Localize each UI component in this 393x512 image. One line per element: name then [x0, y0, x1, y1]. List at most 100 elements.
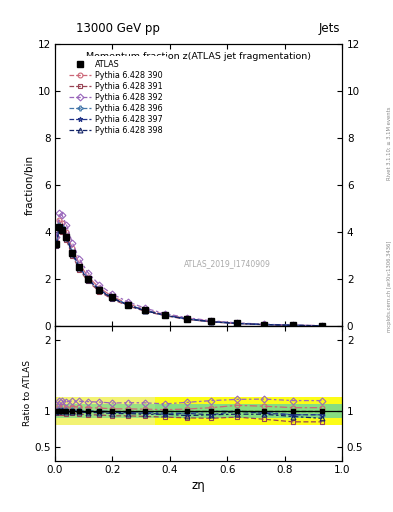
Pythia 6.428 397	[209, 318, 214, 325]
Pythia 6.428 397	[262, 322, 267, 328]
Pythia 6.428 392	[86, 270, 90, 276]
Pythia 6.428 396	[209, 318, 214, 325]
Pythia 6.428 390	[209, 318, 214, 324]
Pythia 6.428 391	[54, 243, 59, 249]
Pythia 6.428 391	[110, 296, 115, 303]
Pythia 6.428 398	[77, 265, 82, 271]
Pythia 6.428 391	[262, 322, 267, 328]
Pythia 6.428 391	[64, 237, 69, 243]
Pythia 6.428 390	[262, 322, 267, 328]
Pythia 6.428 397	[86, 276, 90, 283]
Line: Pythia 6.428 396: Pythia 6.428 396	[54, 223, 324, 328]
Pythia 6.428 396	[77, 264, 82, 270]
Pythia 6.428 397	[320, 323, 324, 329]
Pythia 6.428 390	[64, 229, 69, 235]
Line: Pythia 6.428 391: Pythia 6.428 391	[54, 227, 324, 328]
Pythia 6.428 398	[143, 308, 148, 314]
Pythia 6.428 391	[70, 252, 75, 259]
Pythia 6.428 390	[60, 220, 64, 226]
Pythia 6.428 390	[235, 320, 240, 326]
Text: 13000 GeV pp: 13000 GeV pp	[76, 22, 160, 34]
Pythia 6.428 392	[320, 323, 324, 329]
Pythia 6.428 391	[291, 323, 296, 329]
ATLAS	[70, 250, 75, 256]
ATLAS	[64, 233, 69, 240]
Pythia 6.428 396	[235, 321, 240, 327]
Pythia 6.428 392	[70, 240, 75, 246]
Pythia 6.428 397	[110, 295, 115, 301]
Legend: ATLAS, Pythia 6.428 390, Pythia 6.428 391, Pythia 6.428 392, Pythia 6.428 396, P: ATLAS, Pythia 6.428 390, Pythia 6.428 39…	[65, 56, 167, 139]
Pythia 6.428 396	[143, 307, 148, 313]
Pythia 6.428 398	[291, 322, 296, 328]
Line: ATLAS: ATLAS	[54, 224, 325, 329]
Pythia 6.428 397	[235, 321, 240, 327]
Pythia 6.428 396	[54, 241, 59, 247]
Pythia 6.428 392	[163, 311, 168, 317]
Pythia 6.428 392	[143, 305, 148, 311]
Pythia 6.428 396	[262, 322, 267, 328]
ATLAS	[235, 321, 240, 327]
Pythia 6.428 390	[54, 238, 59, 244]
Pythia 6.428 398	[163, 312, 168, 318]
Pythia 6.428 391	[57, 226, 62, 232]
Pythia 6.428 391	[320, 323, 324, 329]
Pythia 6.428 390	[126, 301, 130, 307]
Line: Pythia 6.428 398: Pythia 6.428 398	[54, 225, 324, 328]
Pythia 6.428 397	[57, 223, 62, 229]
Pythia 6.428 392	[57, 210, 62, 216]
Bar	[156, 397, 342, 425]
Pythia 6.428 398	[57, 224, 62, 230]
Pythia 6.428 396	[64, 232, 69, 239]
Pythia 6.428 392	[110, 291, 115, 297]
Pythia 6.428 390	[143, 307, 148, 313]
Pythia 6.428 391	[163, 313, 168, 319]
Line: Pythia 6.428 392: Pythia 6.428 392	[54, 211, 324, 328]
Pythia 6.428 398	[70, 250, 75, 257]
Pythia 6.428 397	[126, 302, 130, 308]
Text: Rivet 3.1.10; ≥ 3.1M events: Rivet 3.1.10; ≥ 3.1M events	[387, 106, 392, 180]
Pythia 6.428 390	[291, 322, 296, 328]
ATLAS	[54, 241, 59, 247]
Pythia 6.428 396	[60, 224, 64, 230]
Pythia 6.428 396	[70, 249, 75, 255]
Pythia 6.428 396	[185, 316, 189, 322]
Pythia 6.428 397	[291, 322, 296, 328]
Text: mcplots.cern.ch [arXiv:1306.3436]: mcplots.cern.ch [arXiv:1306.3436]	[387, 241, 392, 332]
ATLAS	[97, 287, 102, 293]
Pythia 6.428 396	[126, 302, 130, 308]
ATLAS	[126, 302, 130, 308]
Pythia 6.428 391	[126, 303, 130, 309]
Pythia 6.428 397	[77, 264, 82, 270]
Pythia 6.428 396	[291, 322, 296, 328]
Pythia 6.428 390	[320, 323, 324, 329]
Pythia 6.428 397	[64, 233, 69, 240]
Line: Pythia 6.428 390: Pythia 6.428 390	[54, 218, 324, 328]
Pythia 6.428 398	[320, 323, 324, 329]
ATLAS	[110, 294, 115, 301]
Pythia 6.428 397	[185, 316, 189, 322]
ATLAS	[262, 322, 267, 328]
Pythia 6.428 391	[60, 229, 64, 235]
Pythia 6.428 390	[77, 261, 82, 267]
Pythia 6.428 392	[185, 315, 189, 321]
Pythia 6.428 398	[110, 295, 115, 302]
Pythia 6.428 391	[86, 279, 90, 285]
Pythia 6.428 392	[97, 282, 102, 288]
Pythia 6.428 397	[70, 250, 75, 256]
Text: Momentum fraction z(ATLAS jet fragmentation): Momentum fraction z(ATLAS jet fragmentat…	[86, 52, 311, 61]
Pythia 6.428 398	[235, 321, 240, 327]
Pythia 6.428 390	[185, 315, 189, 322]
Pythia 6.428 392	[291, 322, 296, 328]
Pythia 6.428 390	[70, 245, 75, 251]
Pythia 6.428 396	[320, 323, 324, 329]
Pythia 6.428 398	[64, 235, 69, 241]
Pythia 6.428 392	[209, 318, 214, 324]
Pythia 6.428 392	[262, 321, 267, 327]
Pythia 6.428 398	[209, 318, 214, 325]
Line: Pythia 6.428 397: Pythia 6.428 397	[54, 224, 324, 328]
Y-axis label: fraction/bin: fraction/bin	[25, 155, 35, 215]
Bar	[55, 404, 342, 418]
ATLAS	[57, 224, 62, 230]
Pythia 6.428 398	[60, 226, 64, 232]
Pythia 6.428 390	[86, 273, 90, 280]
